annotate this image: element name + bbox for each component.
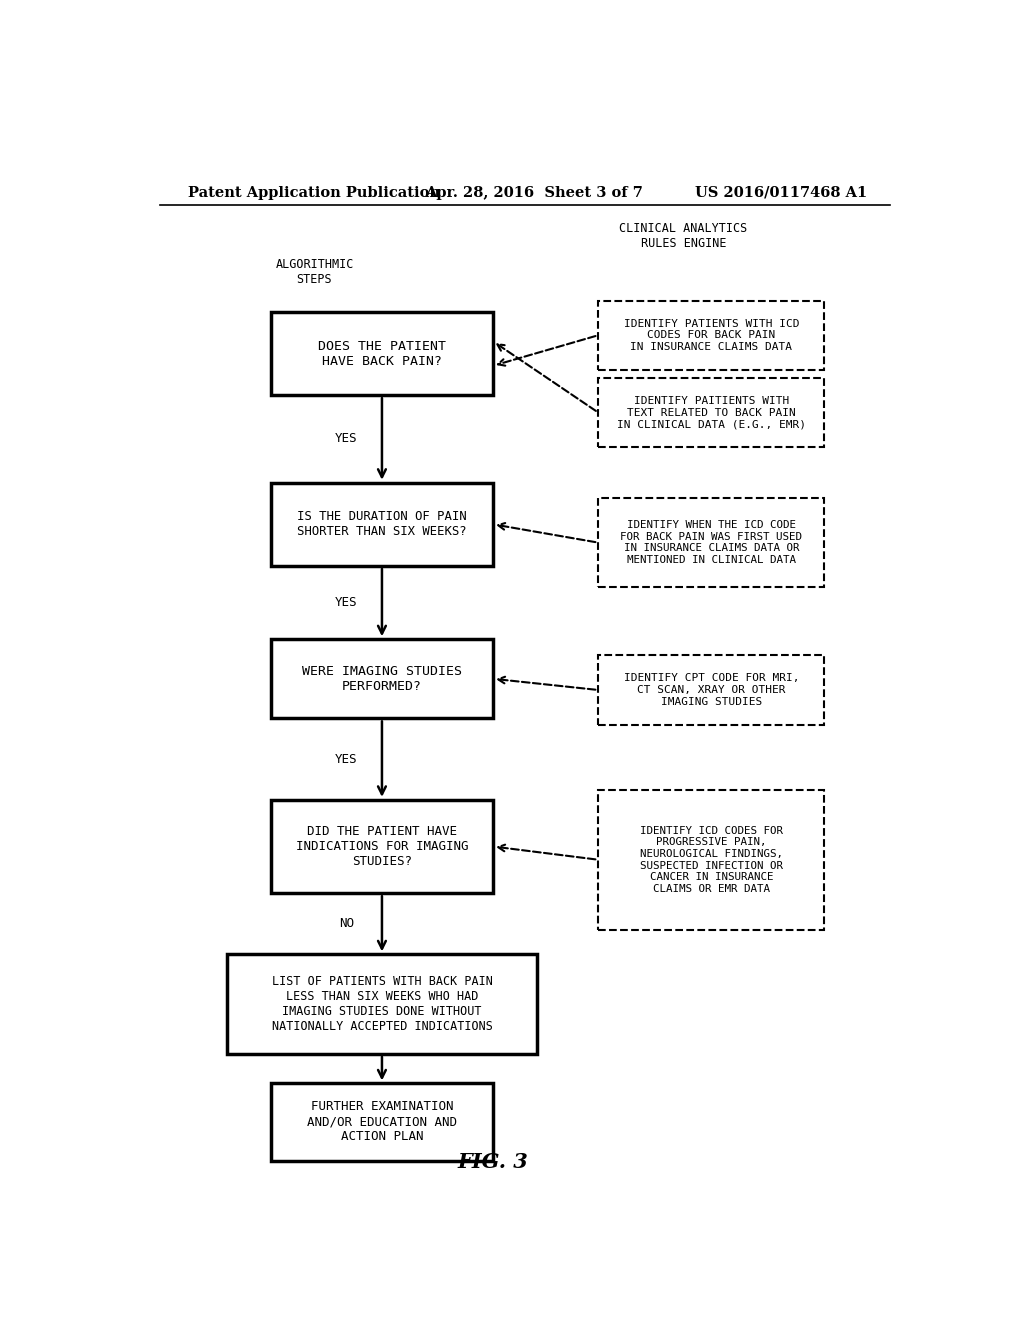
Bar	[598, 301, 824, 370]
Text: DOES THE PATIENT
HAVE BACK PAIN?: DOES THE PATIENT HAVE BACK PAIN?	[317, 339, 446, 367]
Text: FIG. 3: FIG. 3	[458, 1151, 528, 1172]
Text: FURTHER EXAMINATION
AND/OR EDUCATION AND
ACTION PLAN: FURTHER EXAMINATION AND/OR EDUCATION AND…	[307, 1101, 457, 1143]
Text: NO: NO	[339, 917, 353, 931]
Text: IDENTIFY ICD CODES FOR
PROGRESSIVE PAIN,
NEUROLOGICAL FINDINGS,
SUSPECTED INFECT: IDENTIFY ICD CODES FOR PROGRESSIVE PAIN,…	[640, 826, 782, 894]
Text: IS THE DURATION OF PAIN
SHORTER THAN SIX WEEKS?: IS THE DURATION OF PAIN SHORTER THAN SIX…	[297, 511, 467, 539]
Text: CLINICAL ANALYTICS
RULES ENGINE: CLINICAL ANALYTICS RULES ENGINE	[620, 222, 748, 249]
Text: LIST OF PATIENTS WITH BACK PAIN
LESS THAN SIX WEEKS WHO HAD
IMAGING STUDIES DONE: LIST OF PATIENTS WITH BACK PAIN LESS THA…	[271, 975, 493, 1034]
Bar	[598, 656, 824, 725]
Bar	[270, 312, 494, 395]
Text: YES: YES	[335, 597, 357, 609]
Text: ALGORITHMIC
STEPS: ALGORITHMIC STEPS	[275, 259, 353, 286]
Text: IDENTIFY WHEN THE ICD CODE
FOR BACK PAIN WAS FIRST USED
IN INSURANCE CLAIMS DATA: IDENTIFY WHEN THE ICD CODE FOR BACK PAIN…	[621, 520, 802, 565]
Bar	[227, 954, 537, 1053]
Text: DID THE PATIENT HAVE
INDICATIONS FOR IMAGING
STUDIES?: DID THE PATIENT HAVE INDICATIONS FOR IMA…	[296, 825, 468, 869]
Bar	[270, 483, 494, 566]
Text: YES: YES	[335, 752, 357, 766]
Text: Patent Application Publication: Patent Application Publication	[187, 186, 439, 199]
Text: IDENTIFY PATIENTS WITH ICD
CODES FOR BACK PAIN
IN INSURANCE CLAIMS DATA: IDENTIFY PATIENTS WITH ICD CODES FOR BAC…	[624, 318, 799, 352]
Text: Apr. 28, 2016  Sheet 3 of 7: Apr. 28, 2016 Sheet 3 of 7	[426, 186, 643, 199]
Bar	[270, 639, 494, 718]
Text: YES: YES	[335, 433, 357, 445]
Bar	[598, 789, 824, 929]
Text: IDENTIFY PAITIENTS WITH
TEXT RELATED TO BACK PAIN
IN CLINICAL DATA (E.G., EMR): IDENTIFY PAITIENTS WITH TEXT RELATED TO …	[616, 396, 806, 429]
Bar	[270, 1084, 494, 1160]
Text: IDENTIFY CPT CODE FOR MRI,
CT SCAN, XRAY OR OTHER
IMAGING STUDIES: IDENTIFY CPT CODE FOR MRI, CT SCAN, XRAY…	[624, 673, 799, 706]
Text: WERE IMAGING STUDIES
PERFORMED?: WERE IMAGING STUDIES PERFORMED?	[302, 665, 462, 693]
Text: US 2016/0117468 A1: US 2016/0117468 A1	[695, 186, 867, 199]
Bar	[270, 800, 494, 894]
Bar	[598, 498, 824, 587]
Bar	[598, 378, 824, 447]
